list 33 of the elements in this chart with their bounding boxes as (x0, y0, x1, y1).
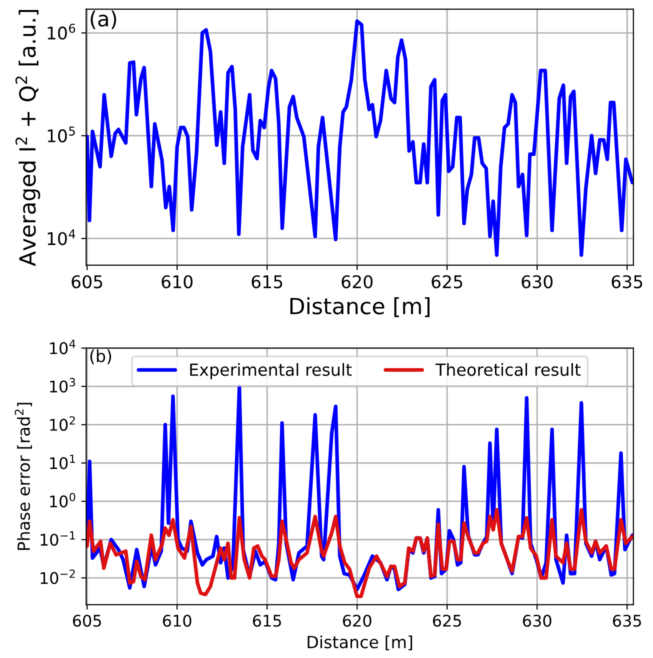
x-axis-title: Distance [m] (308, 635, 412, 650)
y-tick-label: 10$^{2}$ (50, 416, 75, 431)
legend-label: Experimental result (190, 363, 352, 380)
x-tick-label: 625 (432, 614, 461, 627)
x-tick-label: 625 (432, 275, 462, 288)
y-tick-label: 10$^{3}$ (50, 378, 76, 393)
y-tick-label: 10$^{4}$ (50, 340, 76, 354)
y-axis-title: Phase error [rad$^{2}$] (14, 402, 32, 550)
x-tick-label: 610 (162, 614, 192, 627)
y-tick-label: 10$^{5}$ (48, 126, 75, 142)
x-axis-title: Distance [m] (290, 297, 430, 318)
x-tick-label: 635 (612, 275, 642, 288)
x-tick-label: 605 (72, 275, 102, 288)
x-tick-label: 620 (342, 275, 373, 288)
y-tick-label: 10$^{0}$ (50, 492, 76, 508)
y-tick-label: 10$^{4}$ (48, 229, 76, 246)
y-axis-title: Averaged I$^{2}$ + Q$^{2}$ [a.u.] (15, 10, 40, 266)
x-tick-label: 615 (252, 275, 282, 288)
x-tick-label: 630 (522, 275, 553, 288)
y-tick-label: 10$^{1}$ (50, 454, 75, 470)
annotation: (b) (90, 349, 112, 364)
y-tick-label: 10$^{−2}$ (40, 569, 75, 584)
x-tick-label: 630 (522, 614, 552, 627)
y-tick-label: 10$^{6}$ (48, 24, 76, 40)
x-tick-label: 620 (342, 614, 372, 627)
x-tick-label: 605 (72, 614, 101, 627)
y-tick-label: 10$^{−1}$ (40, 531, 75, 546)
x-tick-label: 615 (252, 614, 281, 627)
x-tick-label: 635 (612, 614, 641, 627)
legend-label: Theoretical result (435, 363, 581, 376)
x-tick-label: 610 (162, 275, 193, 288)
line-series (86, 508, 634, 598)
annotation: (a) (90, 10, 116, 30)
